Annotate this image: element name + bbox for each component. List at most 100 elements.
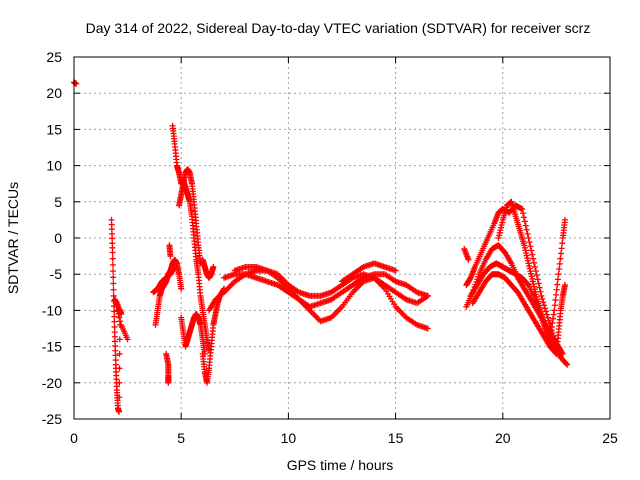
x-axis-label: GPS time / hours [287,457,394,473]
data-point-interp [528,247,535,254]
data-point-interp [116,350,123,357]
y-axis-label: SDTVAR / TECUs [5,182,21,294]
data-point-interp [530,255,537,262]
data-point [210,263,217,270]
data-point-interp [522,222,529,229]
data-point [561,282,568,289]
data-point-interp [558,245,565,252]
data-point-interp [110,274,117,281]
series-seg-f [166,242,174,260]
data-point-interp [529,251,536,258]
data-point-interp [526,239,533,246]
series-seg-h [176,166,204,267]
data-point-interp [110,280,117,287]
data-point [109,249,116,256]
data-point [544,314,551,321]
data-point-interp [111,318,118,325]
data-point-interp [112,300,119,307]
data-point [171,263,178,270]
data-point-interp [542,305,549,312]
data-point-interp [116,336,123,343]
data-point-interp [557,255,564,262]
data-point-interp [117,318,124,325]
chart-title: Day 314 of 2022, Sidereal Day-to-day VTE… [86,20,591,36]
y-tick-label: -20 [42,375,62,391]
x-tick-label: 5 [177,430,185,446]
data-point [551,343,558,350]
data-point [111,296,118,303]
data-point [555,271,562,278]
data-point [110,292,117,299]
data-point-interp [543,311,550,318]
data-point [424,292,431,299]
y-tick-label: 0 [54,230,62,246]
data-point-interp [524,281,531,288]
series-seg-s [469,271,560,357]
data-point-interp [111,313,118,320]
data-point-interp [116,394,123,401]
series-seg-o [339,260,399,285]
series-seg-w [553,282,568,357]
data-point-interp [532,268,539,275]
y-tick-label: 15 [46,121,62,137]
series-seg-t [461,245,472,263]
data-point-interp [557,250,564,257]
y-tick-labels: -25 -20 -15 -10 -5 0 5 10 15 20 25 [42,49,62,427]
series-seg-k [199,256,217,281]
y-tick-label: -5 [50,266,63,282]
data-point-interp [556,260,563,267]
y-tick-label: 20 [46,85,62,101]
series-seg-v [546,216,568,343]
data-point [519,206,526,213]
data-point [165,379,172,386]
x-tick-label: 10 [281,430,297,446]
y-tick-label: 10 [46,158,62,174]
data-point-interp [536,284,543,291]
data-point-interp [111,323,118,330]
data-point-interp [554,276,561,283]
x-tick-label: 15 [388,430,404,446]
y-tick-label: 25 [46,49,62,65]
data-point [167,253,174,260]
data-point-interp [521,218,528,225]
data-point-interp [116,365,123,372]
data-point [424,325,431,332]
data-point-interp [531,259,538,266]
data-point-interp [109,261,116,268]
data-point [465,256,472,263]
data-point-interp [109,255,116,262]
data-point-interp [527,243,534,250]
y-tick-label: -10 [42,302,62,318]
data-point-interp [553,286,560,293]
data-point-interp [110,268,117,275]
data-point-interp [534,276,541,283]
data-point-interp [542,308,549,315]
data-point-interp [533,272,540,279]
data-point-interp [563,360,570,367]
series-seg-j [199,285,228,386]
data-point-interp [559,240,566,247]
data-point [124,336,131,343]
series-seg-m [221,271,431,310]
data-point-interp [111,308,118,315]
data-point-interp [524,230,531,237]
data-point-interp [552,297,559,304]
data-point [525,235,532,241]
data-point [392,267,399,274]
data-point-interp [540,299,547,306]
data-point-interp [553,291,560,298]
data-point-interp [114,307,121,314]
data-point-interp [113,303,120,310]
data-point [561,216,568,223]
x-tick-label: 25 [602,430,618,446]
data-point [551,307,558,314]
y-tick-label: -25 [42,411,62,427]
data-point [538,292,545,299]
series-seg-n [231,263,431,332]
data-point-interp [556,266,563,273]
axis-ticks [73,56,611,420]
data-point-interp [116,314,123,321]
data-point-interp [539,296,546,303]
